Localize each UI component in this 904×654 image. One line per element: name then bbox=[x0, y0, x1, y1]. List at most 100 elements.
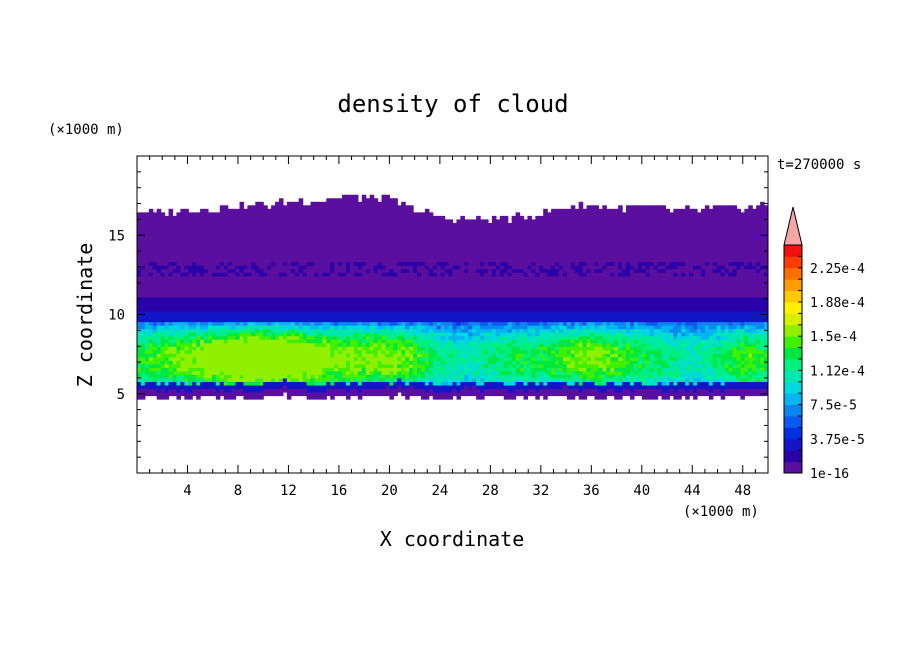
density-cell bbox=[219, 314, 225, 319]
density-cell bbox=[267, 370, 272, 375]
density-cell bbox=[204, 251, 209, 256]
density-cell bbox=[385, 226, 390, 231]
density-cell bbox=[267, 381, 272, 386]
density-cell bbox=[491, 219, 497, 224]
density-cell bbox=[460, 388, 465, 393]
density-cell bbox=[401, 367, 406, 372]
density-cell bbox=[219, 282, 225, 287]
density-cell bbox=[452, 328, 458, 333]
density-cell bbox=[211, 244, 217, 249]
density-cell bbox=[196, 268, 201, 273]
density-cell bbox=[215, 367, 221, 372]
density-cell bbox=[290, 293, 296, 298]
density-cell bbox=[480, 321, 485, 326]
density-cell bbox=[196, 363, 201, 368]
density-cell bbox=[235, 251, 241, 256]
density-cell bbox=[204, 325, 209, 330]
density-cell bbox=[357, 229, 363, 235]
density-cell bbox=[424, 353, 430, 358]
density-cell bbox=[282, 367, 288, 372]
density-cell bbox=[444, 229, 450, 235]
density-cell bbox=[184, 318, 189, 323]
density-cell bbox=[361, 222, 367, 228]
density-cell bbox=[420, 346, 426, 351]
density-cell bbox=[188, 275, 193, 280]
density-cell bbox=[302, 391, 308, 397]
density-cell bbox=[342, 353, 347, 358]
density-cell bbox=[476, 321, 481, 326]
density-cell bbox=[365, 384, 371, 390]
density-cell bbox=[342, 377, 347, 383]
density-cell bbox=[417, 237, 422, 242]
density-cell bbox=[156, 303, 162, 309]
density-cell bbox=[200, 349, 205, 354]
density-cell bbox=[330, 356, 335, 361]
density-cell bbox=[211, 328, 217, 333]
density-cell bbox=[156, 268, 162, 273]
density-cell bbox=[306, 356, 312, 361]
density-cell bbox=[365, 272, 371, 277]
density-cell bbox=[428, 258, 434, 263]
density-cell bbox=[204, 374, 209, 379]
density-cell bbox=[176, 363, 181, 368]
density-cell bbox=[432, 342, 438, 347]
density-cell bbox=[286, 254, 292, 259]
density-cell bbox=[204, 289, 209, 294]
density-cell bbox=[452, 321, 458, 326]
density-cell bbox=[231, 321, 237, 326]
density-cell bbox=[184, 353, 189, 358]
density-cell bbox=[330, 318, 335, 323]
density-cell bbox=[499, 272, 505, 277]
density-cell bbox=[389, 293, 394, 298]
density-cell bbox=[239, 247, 245, 252]
density-cell bbox=[460, 272, 465, 277]
density-cell bbox=[148, 342, 154, 347]
density-cell bbox=[207, 381, 213, 386]
density-cell bbox=[215, 289, 221, 294]
density-cell bbox=[192, 310, 197, 316]
density-cell bbox=[381, 318, 387, 323]
density-cell bbox=[294, 286, 300, 291]
density-cell bbox=[353, 282, 359, 287]
density-cell bbox=[393, 384, 398, 390]
density-cell bbox=[405, 342, 410, 347]
density-cell bbox=[361, 377, 367, 383]
density-cell bbox=[271, 339, 276, 344]
density-cell bbox=[235, 356, 241, 361]
density-cell bbox=[211, 258, 217, 263]
density-cell bbox=[140, 289, 146, 294]
density-cell bbox=[397, 237, 402, 242]
density-cell bbox=[219, 381, 225, 386]
density-cell bbox=[290, 215, 296, 220]
density-cell bbox=[223, 307, 229, 312]
density-cell bbox=[164, 349, 170, 354]
density-cell bbox=[255, 205, 260, 210]
density-cell bbox=[168, 388, 174, 393]
density-cell bbox=[168, 261, 174, 266]
density-cell bbox=[393, 342, 398, 347]
density-cell bbox=[476, 374, 481, 379]
density-cell bbox=[196, 346, 201, 351]
density-cell bbox=[192, 233, 197, 238]
density-cell bbox=[369, 367, 375, 372]
density-cell bbox=[298, 363, 304, 368]
density-cell bbox=[211, 222, 217, 228]
density-cell bbox=[310, 233, 316, 238]
density-cell bbox=[330, 240, 335, 245]
density-cell bbox=[401, 314, 406, 319]
density-cell bbox=[417, 370, 422, 375]
density-cell bbox=[314, 307, 320, 312]
density-cell bbox=[393, 247, 398, 252]
density-cell bbox=[452, 342, 458, 347]
density-cell bbox=[271, 374, 276, 379]
density-cell bbox=[405, 219, 410, 224]
density-cell bbox=[223, 342, 229, 347]
density-cell bbox=[290, 300, 296, 305]
density-cell bbox=[476, 356, 481, 361]
density-cell bbox=[349, 272, 355, 277]
density-cell bbox=[207, 335, 213, 340]
density-cell bbox=[353, 286, 359, 291]
density-cell bbox=[405, 349, 410, 354]
density-cell bbox=[397, 208, 402, 213]
density-cell bbox=[160, 388, 166, 393]
